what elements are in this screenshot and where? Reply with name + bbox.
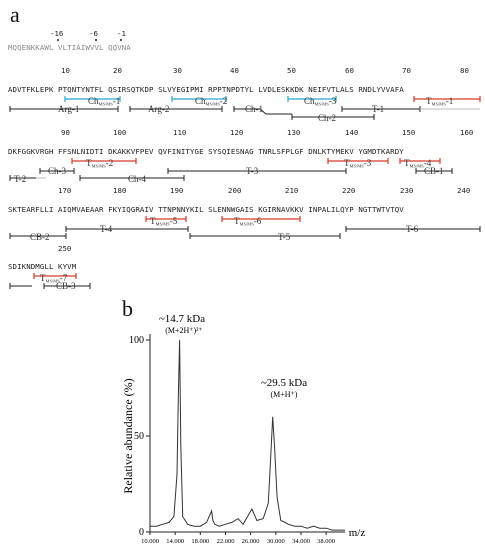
panel-a-label: a — [10, 2, 20, 27]
xtick-label: 34.000 — [292, 538, 310, 545]
xtick-label: 10.000 — [141, 538, 159, 545]
row3-sequence: SKTEARFLLI AIQMVAEAAR FKYIQGRAIV TTNPNNY… — [8, 205, 404, 214]
ann-cb-2: CB-2 — [30, 232, 50, 242]
row2-num: 140 — [345, 128, 359, 137]
peak1-mass-label: ~14.7 kDa — [159, 313, 205, 325]
ann-ch-1: Ch-1 — [245, 104, 263, 114]
ann-t-1: T-1 — [372, 104, 384, 114]
row1-num: 80 — [460, 66, 469, 75]
peak2-mass-label: ~29.5 kDa — [261, 377, 307, 389]
ann-ch-2: Ch-2 — [318, 113, 336, 123]
row3-num: 200 — [228, 186, 242, 195]
xtick-label: 30.000 — [267, 538, 285, 545]
ann-tmsms-6: TMS/MS-6 — [234, 216, 262, 227]
row2-sequence: DKFGGKVRGH FFSNLNIDTI DKAKKVFPEV QVFINIT… — [8, 147, 404, 156]
ann-t-5: T-5 — [278, 232, 291, 242]
row2-num: 120 — [230, 128, 244, 137]
row3-num: 230 — [400, 186, 414, 195]
mass-spectrum-chart: 100 50 0 Relative abundance (%) 10.000 14… — [121, 313, 366, 545]
row3-num: 210 — [285, 186, 299, 195]
ann-t-4: T-4 — [100, 224, 113, 234]
row2-num: 100 — [113, 128, 127, 137]
row1-num: 10 — [61, 66, 70, 75]
ann-cb-1: CB-1 — [424, 166, 444, 176]
row2-num: 160 — [460, 128, 474, 137]
row2-num: 90 — [61, 128, 70, 137]
row3-num: 170 — [58, 186, 72, 195]
xtick-label: 22.000 — [217, 538, 235, 545]
signal-num-1: -1 — [117, 29, 126, 38]
signal-sequence: MQQENKKAWL VLTIAIWVVL QQVNA — [8, 43, 131, 52]
row2-num: 130 — [287, 128, 301, 137]
row3-num: 190 — [170, 186, 184, 195]
ann-tmsms-1: TMS/MS-1 — [426, 96, 453, 107]
row1-num: 30 — [173, 66, 182, 75]
ann-cb-3: CB-3 — [56, 281, 76, 291]
ann-ch-3: Ch-3 — [48, 166, 67, 176]
xtick-label: 18.000 — [191, 538, 209, 545]
xtick-label: 14.000 — [166, 538, 184, 545]
ann-tmsms-2: TMS/MS-2 — [86, 158, 113, 169]
row3-num: 220 — [342, 186, 356, 195]
row1-num: 60 — [345, 66, 354, 75]
ann-ch-4: Ch-4 — [128, 174, 147, 184]
row2-num: 150 — [402, 128, 416, 137]
ann-tmsms-3: TMS/MS-3 — [344, 158, 372, 169]
ytick-label: 50 — [134, 431, 144, 442]
ann-ch-msms-2: ChMS/MS-2 — [195, 96, 227, 107]
peak2-ion-label: (M+H⁺) — [271, 390, 298, 399]
spectrum-trace — [150, 339, 345, 531]
ann-t-2: T-2 — [14, 174, 26, 184]
xtick-label: 38.000 — [317, 538, 335, 545]
ann-arg-2: Arg-2 — [148, 104, 169, 114]
ann-tmsms-4: TMS/MS-4 — [404, 158, 432, 169]
row4-num: 250 — [58, 244, 72, 253]
y-axis-label: Relative abundance (%) — [121, 378, 135, 493]
peak1-ion-label: (M+2H⁺)²⁺ — [165, 326, 203, 335]
panel-b-label: b — [122, 296, 133, 321]
row4-sequence: SDIKNDMGLL KYVM — [8, 262, 77, 271]
row2-num: 110 — [173, 128, 187, 137]
ann-arg-1: Arg-1 — [58, 104, 79, 114]
row2-annotations: T-2 Ch-3 TMS/MS-2 Ch-4 T-3 TMS/MS-3 TMS/… — [9, 158, 453, 184]
row1-num: 70 — [402, 66, 411, 75]
row1-num: 50 — [287, 66, 296, 75]
row3-num: 180 — [113, 186, 127, 195]
row1-num: 40 — [230, 66, 239, 75]
row1-num: 20 — [113, 66, 122, 75]
ann-ch-msms-3: ChMS/MS-3 — [304, 96, 337, 107]
ytick-label: 0 — [139, 527, 144, 538]
ytick-label: 100 — [129, 335, 144, 346]
xtick-label: 26.000 — [242, 538, 260, 545]
ann-tmsms-7: TMS/MS-7 — [40, 273, 68, 284]
ann-tmsms-5: TMS/MS-5 — [150, 216, 178, 227]
row3-num: 240 — [457, 186, 471, 195]
row3-annotations: CB-2 T-4 TMS/MS-5 TMS/MS-6 T-5 T-6 — [9, 216, 481, 242]
signal-num-16: -16 — [50, 29, 64, 38]
row4-annotations: TMS/MS-7 CB-3 — [9, 273, 91, 291]
row1-annotations: ChMS/MS-1 Arg-1 Arg-2 ChMS/MS-2 Ch-1 ChM… — [9, 96, 481, 123]
ann-t-3: T-3 — [246, 166, 259, 176]
signal-num-6: -6 — [89, 29, 98, 38]
row1-sequence: ADVTFKLEPK PTQNTYNTFL QSIRSQTKDP SLVYEGI… — [8, 85, 404, 94]
x-axis-label: m/z — [349, 527, 366, 539]
ann-t-6: T-6 — [406, 224, 419, 234]
ann-ch-msms-1: ChMS/MS-1 — [88, 96, 120, 107]
